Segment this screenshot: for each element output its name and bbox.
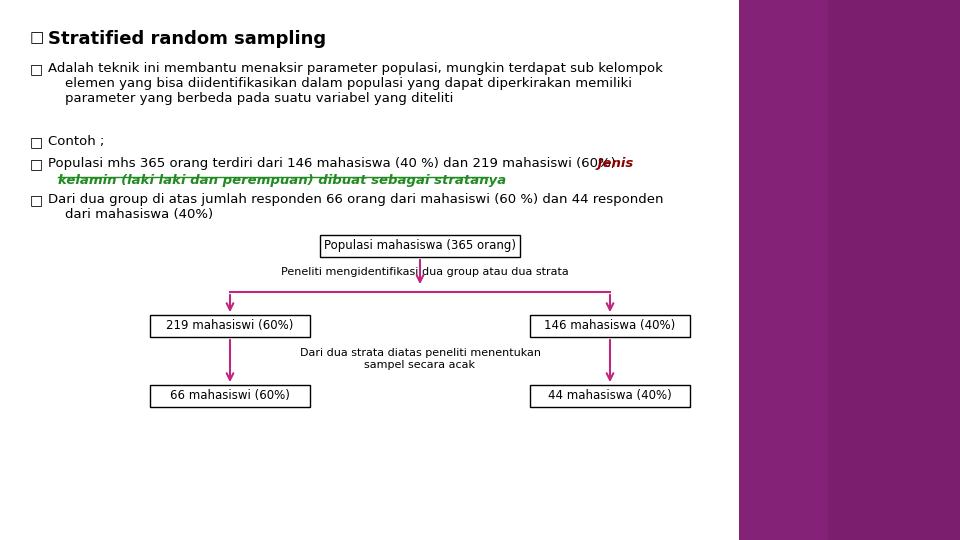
Text: Peneliti mengidentifikasi: Peneliti mengidentifikasi <box>280 267 418 277</box>
Text: 146 mahasiswa (40%): 146 mahasiswa (40%) <box>544 320 676 333</box>
Text: Contoh ;: Contoh ; <box>48 135 105 148</box>
Text: □: □ <box>30 193 43 207</box>
Text: Populasi mahasiswa (365 orang): Populasi mahasiswa (365 orang) <box>324 240 516 253</box>
Text: Adalah teknik ini membantu menaksir parameter populasi, mungkin terdapat sub kel: Adalah teknik ini membantu menaksir para… <box>48 62 662 105</box>
Text: Jenis: Jenis <box>593 157 634 170</box>
Bar <box>530 315 690 337</box>
Text: dua group atau dua strata: dua group atau dua strata <box>422 267 568 277</box>
Text: □: □ <box>30 157 43 171</box>
Bar <box>320 235 520 257</box>
Text: Dari dua group di atas jumlah responden 66 orang dari mahasiswi (60 %) dan 44 re: Dari dua group di atas jumlah responden … <box>48 193 663 221</box>
Text: 66 mahasiswi (60%): 66 mahasiswi (60%) <box>170 389 290 402</box>
Bar <box>739 0 960 540</box>
Text: 44 mahasiswa (40%): 44 mahasiswa (40%) <box>548 389 672 402</box>
Text: kelamin (laki laki dan perempuan) dibuat sebagai stratanya: kelamin (laki laki dan perempuan) dibuat… <box>58 174 506 187</box>
Bar <box>150 315 310 337</box>
Text: □: □ <box>30 135 43 149</box>
Text: Dari dua strata diatas peneliti menentukan
sampel secara acak: Dari dua strata diatas peneliti menentuk… <box>300 348 540 370</box>
Text: 219 mahasiswi (60%): 219 mahasiswi (60%) <box>166 320 294 333</box>
Bar <box>739 0 828 540</box>
Bar <box>150 385 310 407</box>
Text: □: □ <box>30 62 43 76</box>
Bar <box>530 385 690 407</box>
Text: □: □ <box>30 30 44 45</box>
Text: Populasi mhs 365 orang terdiri dari 146 mahasiswa (40 %) dan 219 mahasiswi (60%): Populasi mhs 365 orang terdiri dari 146 … <box>48 157 620 170</box>
Text: Stratified random sampling: Stratified random sampling <box>48 30 326 48</box>
